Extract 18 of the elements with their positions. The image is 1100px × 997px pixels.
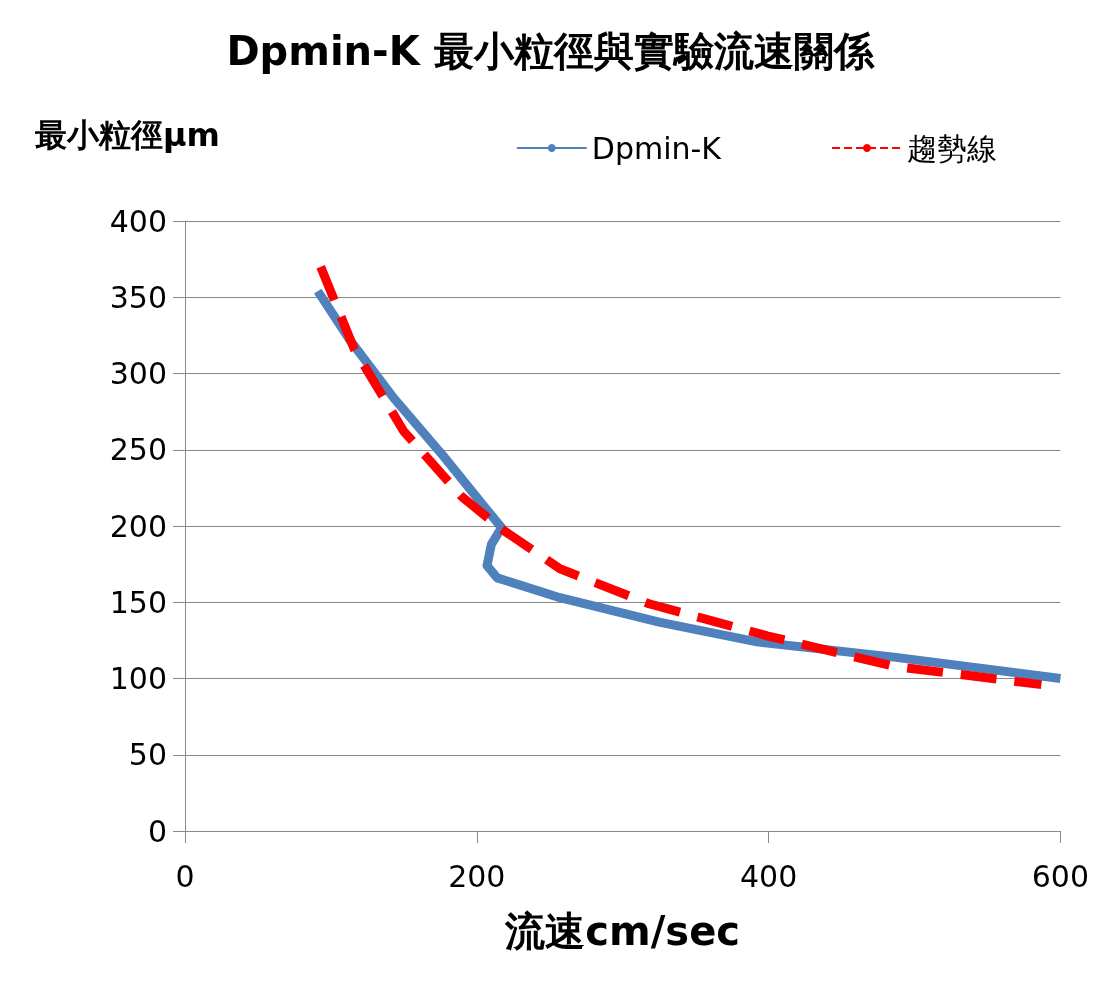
chart-title: Dpmin-K 最小粒徑與實驗流速關係 — [226, 28, 875, 74]
y-tick-label: 350 — [109, 279, 167, 315]
y-tick-label: 250 — [109, 432, 167, 468]
y-axis-title: 最小粒徑μm — [35, 116, 220, 154]
x-axis-title: 流速cm/sec — [504, 908, 741, 954]
y-tick-label: 150 — [109, 584, 167, 620]
x-tick-label: 0 — [175, 858, 195, 894]
y-tick-label: 300 — [109, 356, 167, 391]
y-tick-label: 0 — [147, 813, 167, 849]
x-tick-label: 400 — [739, 858, 798, 894]
legend-label: Dpmin-K — [591, 130, 723, 166]
y-tick-label: 100 — [109, 661, 167, 696]
x-tick-label: 600 — [1031, 858, 1089, 894]
y-tick-label: 200 — [109, 508, 167, 544]
x-tick-label: 200 — [448, 858, 506, 894]
y-tick-label: 50 — [128, 737, 167, 773]
y-tick-label: 400 — [109, 203, 167, 239]
legend-label: 趨勢線 — [907, 130, 997, 166]
